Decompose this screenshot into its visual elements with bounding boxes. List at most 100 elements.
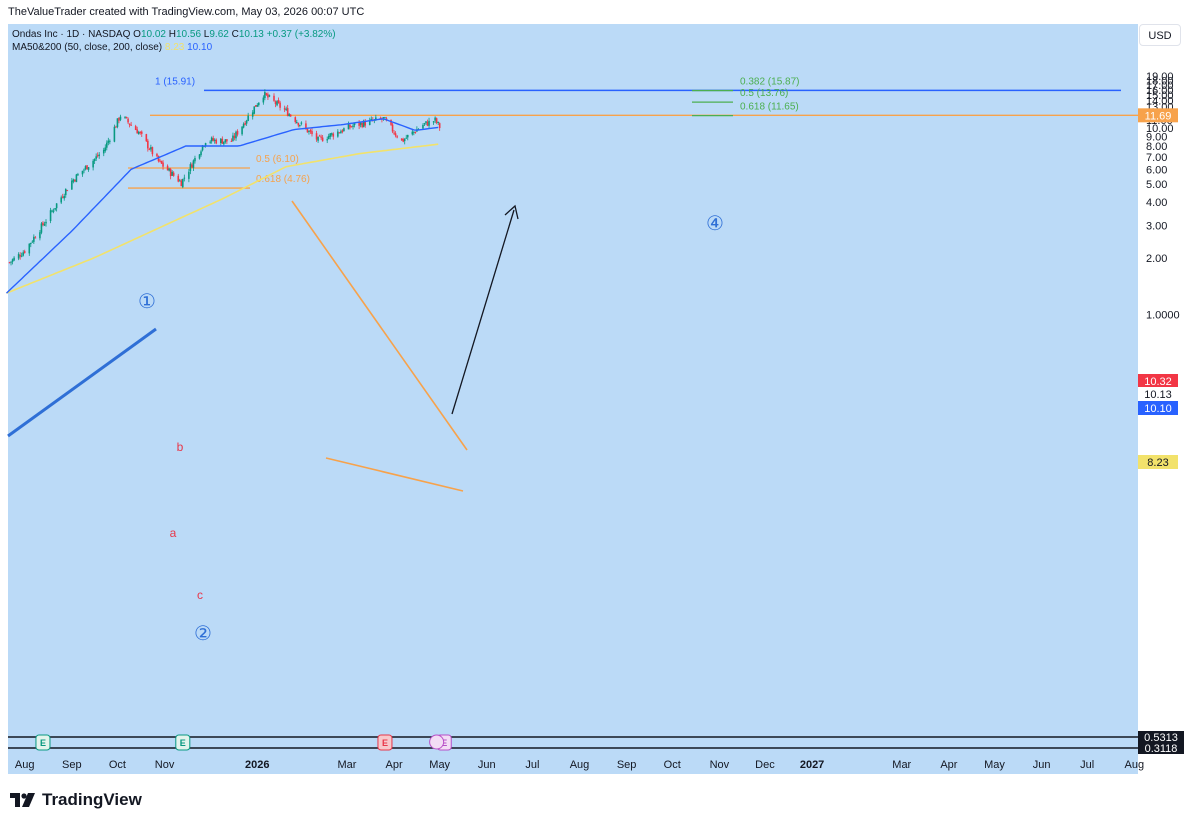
- candle-body: [137, 131, 140, 135]
- candle-body: [253, 106, 256, 114]
- ma200-legend-value: 10.10: [187, 42, 213, 53]
- candle-body: [113, 126, 116, 142]
- candle-body: [127, 118, 129, 123]
- plot-background: [8, 24, 1138, 774]
- candle-body: [305, 123, 307, 129]
- candle-body: [224, 139, 227, 143]
- candle-body: [330, 133, 333, 135]
- candle-body: [136, 129, 138, 134]
- ma200-line: [6, 143, 439, 294]
- price-tick-label: 16.00: [1146, 85, 1174, 97]
- candle-body: [318, 135, 321, 137]
- time-tick-label: Mar: [337, 759, 356, 771]
- indicator-badge: [1138, 742, 1184, 754]
- price-tick-label: 17.00: [1146, 80, 1174, 92]
- candle-body: [274, 101, 277, 105]
- candle-body: [204, 143, 207, 147]
- candle-body: [54, 208, 56, 210]
- candle-body: [309, 130, 312, 132]
- candle-body: [422, 124, 424, 129]
- candle-body: [107, 140, 110, 143]
- price-tick-label: 5.00: [1146, 179, 1167, 191]
- time-tick-label: Apr: [940, 759, 957, 771]
- price-badge: [1138, 374, 1178, 388]
- candle-body: [162, 162, 164, 167]
- time-tick-label: May: [429, 759, 450, 771]
- candle-body: [87, 167, 90, 170]
- candle-body: [215, 139, 218, 144]
- symbol-title[interactable]: Ondas Inc · 1D · NASDAQ: [12, 29, 131, 40]
- time-tick-label: Jun: [478, 759, 496, 771]
- candle-body: [191, 164, 193, 168]
- candle-body: [428, 120, 430, 126]
- candle-body: [93, 158, 96, 162]
- candle-body: [241, 126, 243, 135]
- fib-green-label: 0.382 (15.87): [740, 77, 800, 88]
- candle-body: [361, 122, 363, 128]
- candle-body: [230, 140, 233, 142]
- candle-body: [109, 140, 111, 142]
- candle-body: [192, 160, 195, 168]
- fib-green-label: 0.618 (11.65): [740, 102, 799, 113]
- candle-body: [33, 236, 35, 242]
- currency-button[interactable]: USD: [1139, 24, 1181, 46]
- price-tick-label: 1.0000: [1146, 309, 1180, 321]
- candle-body: [66, 190, 69, 192]
- candle-body: [277, 99, 280, 104]
- candle-body: [235, 131, 237, 139]
- candle-body: [337, 131, 339, 137]
- candle-body: [125, 116, 128, 119]
- candle-body: [63, 195, 66, 199]
- candle-body: [300, 122, 303, 124]
- candle-body: [61, 196, 64, 198]
- candle-body: [242, 124, 245, 128]
- candle-body: [151, 147, 154, 155]
- candle-body: [168, 168, 170, 171]
- price-badge-value: 8.23: [1147, 457, 1168, 469]
- candle-body: [247, 115, 249, 121]
- split-marker-icon: [429, 734, 445, 750]
- high-value: 10.56: [175, 29, 202, 40]
- time-tick-label: Sep: [617, 759, 637, 771]
- candle-body: [45, 221, 47, 224]
- earnings-marker-label: E: [40, 738, 46, 748]
- candle-body: [286, 108, 289, 116]
- candle-body: [347, 124, 350, 130]
- indicator-badge: [1138, 731, 1184, 743]
- candle-body: [384, 117, 386, 119]
- candle-body: [353, 123, 356, 126]
- time-tick-label: Aug: [570, 759, 590, 771]
- wave-2-label: ②: [194, 623, 212, 645]
- candle-body: [405, 137, 408, 139]
- wave-4-label: ④: [706, 213, 724, 235]
- candle-body: [43, 224, 46, 226]
- time-tick-label: Mar: [892, 759, 911, 771]
- candle-body: [223, 141, 225, 145]
- chart-legend: Ondas Inc · 1D · NASDAQ O10.02 H10.56 L9…: [12, 28, 336, 54]
- candle-body: [92, 160, 94, 168]
- price-badge-value: 11.69: [1145, 110, 1172, 122]
- ma50-legend-value: 8.23: [164, 42, 185, 53]
- candle-body: [128, 123, 131, 125]
- candle-body: [341, 130, 344, 133]
- candle-body: [425, 121, 427, 123]
- candle-body: [182, 178, 184, 188]
- candle-body: [180, 180, 183, 187]
- time-tick-label: Jun: [1033, 759, 1051, 771]
- candle-body: [254, 105, 257, 107]
- time-tick-label: Oct: [109, 759, 126, 771]
- candle-body: [403, 138, 406, 142]
- price-badge-value: 10.13: [1144, 389, 1172, 401]
- price-tick-label: 8.00: [1146, 141, 1167, 153]
- candle-body: [171, 171, 173, 176]
- candle-body: [42, 222, 44, 225]
- candle-body: [20, 255, 23, 257]
- candle-body: [268, 95, 271, 97]
- ma-indicator-label[interactable]: MA50&200 (50, close, 200, close): [12, 42, 163, 53]
- fib-green-label: 0.5 (13.76): [740, 88, 788, 99]
- candle-body: [364, 121, 366, 126]
- candle-body: [74, 179, 76, 182]
- candle-body: [332, 133, 335, 137]
- candle-body: [362, 120, 365, 127]
- candle-body: [147, 140, 149, 149]
